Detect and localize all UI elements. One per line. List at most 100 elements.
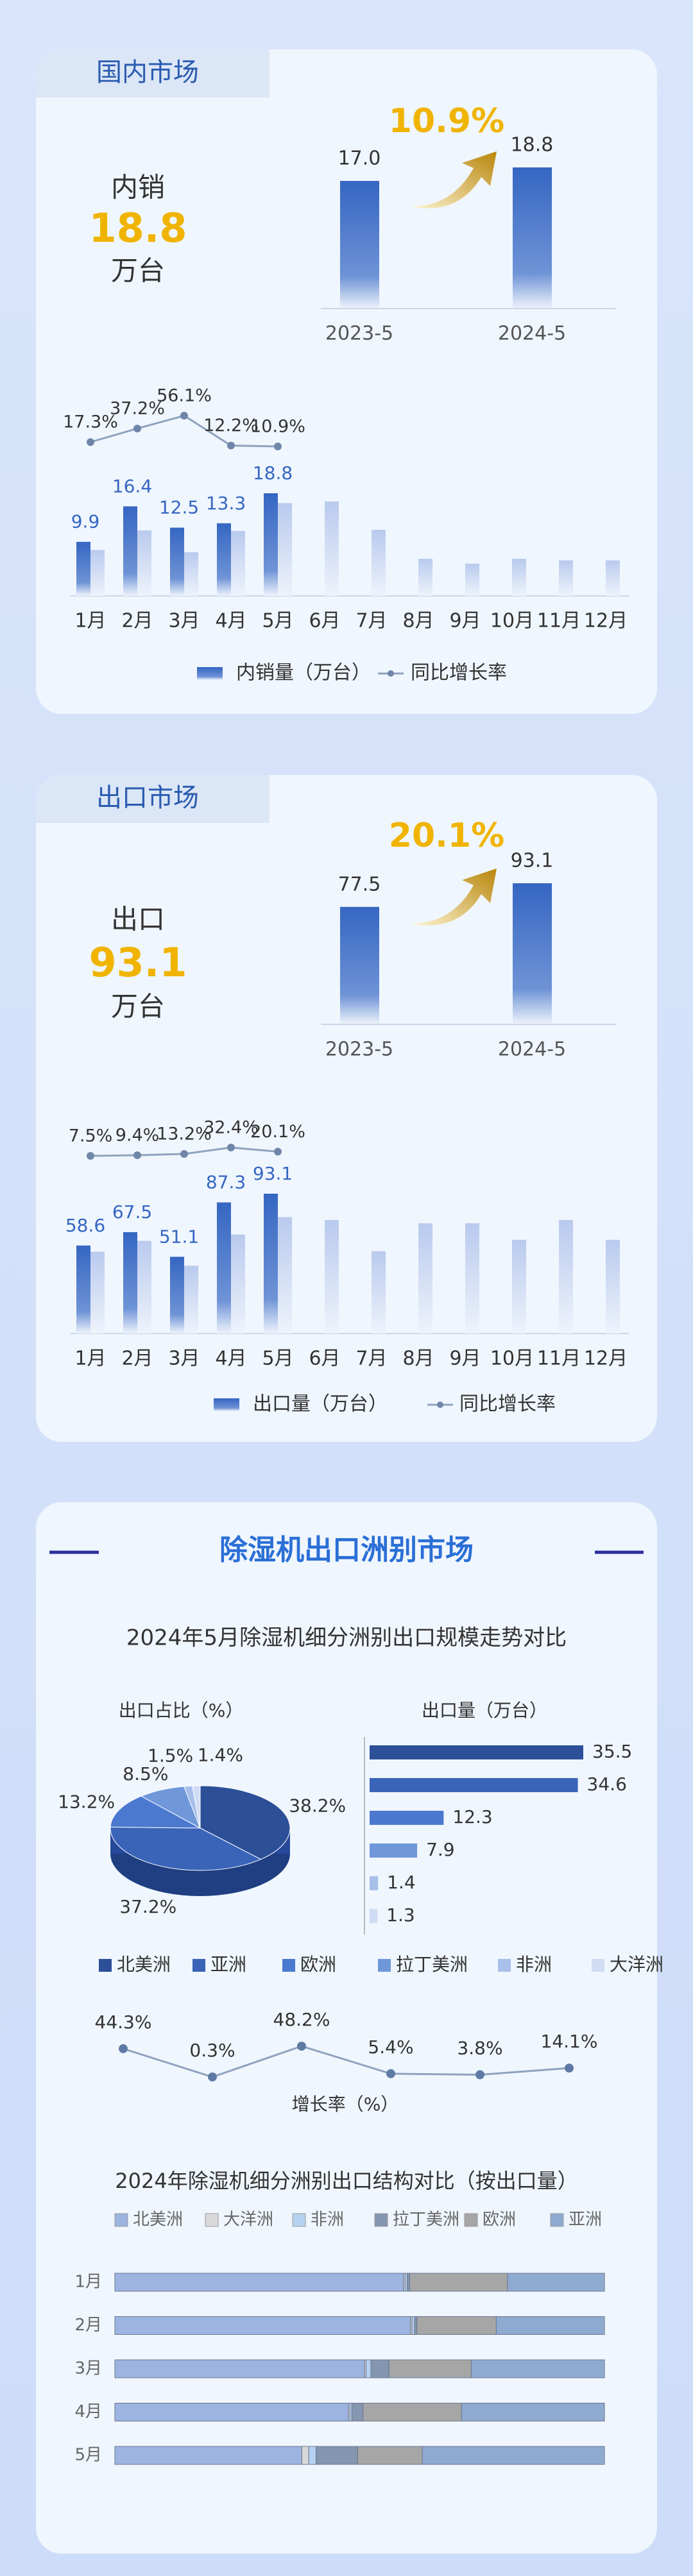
legend-label: 欧洲 xyxy=(483,2210,516,2230)
tab xyxy=(36,775,270,823)
bar-segment xyxy=(114,2403,349,2421)
legend-label: 内销量（万台） xyxy=(236,662,371,684)
x-tick-label: 6月 xyxy=(309,1348,340,1370)
bar xyxy=(123,1232,137,1334)
chart-title: 2024年除湿机细分洲别出口结构对比（按出口量） xyxy=(115,2169,578,2193)
bar xyxy=(184,552,198,596)
bar xyxy=(340,181,379,309)
legend-label: 拉丁美洲 xyxy=(396,1954,468,1975)
growth-point xyxy=(297,2042,306,2051)
legend-label: 非洲 xyxy=(516,1954,552,1975)
value-label: 1.3 xyxy=(386,1904,415,1926)
bar xyxy=(372,530,386,596)
bar xyxy=(340,906,379,1024)
growth-point xyxy=(133,425,141,433)
growth-point xyxy=(208,2072,217,2081)
kpi-value: 18.8 xyxy=(89,205,187,251)
growth-label: 3.8% xyxy=(457,2037,502,2058)
value-label: 7.9 xyxy=(426,1839,455,1860)
x-tick-label: 7月 xyxy=(355,610,387,632)
bar xyxy=(606,1239,620,1334)
bar-segment xyxy=(316,2446,358,2465)
legend-label: 大洋洲 xyxy=(610,1954,663,1975)
bar xyxy=(606,560,620,596)
bar xyxy=(370,1811,444,1825)
bar xyxy=(325,501,339,596)
growth-label: 48.2% xyxy=(273,2009,330,2030)
bar xyxy=(370,1745,583,1759)
growth-label: 17.3% xyxy=(63,412,118,432)
subtitle: 2024年5月除湿机细分洲别出口规模走势对比 xyxy=(126,1625,567,1651)
kpi-value: 93.1 xyxy=(89,939,187,986)
bar-segment xyxy=(414,2316,418,2335)
legend-swatch xyxy=(205,2213,219,2227)
bar xyxy=(512,1239,526,1334)
kpi-unit: 万台 xyxy=(111,255,165,287)
legend-swatch xyxy=(592,1959,604,1972)
bar-segment xyxy=(495,2316,605,2335)
growth-label: 10.9% xyxy=(250,417,305,437)
bar xyxy=(184,1266,198,1334)
growth-point xyxy=(227,1144,235,1151)
growth-point xyxy=(180,1150,188,1158)
kpi-label: 出口 xyxy=(111,904,165,935)
legend-swatch xyxy=(193,1959,205,1972)
bar-segment xyxy=(357,2446,423,2465)
growth-label: 32.4% xyxy=(203,1118,259,1138)
tab-label: 国内市场 xyxy=(96,58,199,87)
growth-point xyxy=(565,2063,574,2073)
x-tick-label: 6月 xyxy=(309,610,340,632)
x-tick-label: 8月 xyxy=(402,1348,434,1370)
bar-segment xyxy=(388,2359,472,2378)
legend-swatch xyxy=(114,2213,128,2227)
bar-segment xyxy=(365,2359,372,2378)
legend-label: 非洲 xyxy=(311,2210,344,2230)
x-tick-label: 9月 xyxy=(449,610,481,632)
bar xyxy=(137,530,151,596)
growth-label: 56.1% xyxy=(157,386,212,406)
card xyxy=(36,49,657,714)
bar-segment xyxy=(351,2403,364,2421)
growth-label: 9.4% xyxy=(116,1126,160,1146)
annotation: 20.1% xyxy=(389,817,504,855)
kpi-label: 内销 xyxy=(111,172,165,203)
x-tick-label: 5月 xyxy=(262,1348,293,1370)
value-label: 12.5 xyxy=(159,497,199,518)
bar xyxy=(370,1778,578,1792)
x-tick-label: 10月 xyxy=(490,1348,534,1370)
bar-segment xyxy=(114,2446,302,2465)
y-tick-label: 5月 xyxy=(74,2446,102,2465)
y-tick-label: 3月 xyxy=(74,2359,102,2378)
x-tick-label: 1月 xyxy=(74,1348,106,1370)
x-tick-label: 2024-5 xyxy=(498,323,566,345)
legend-label: 同比增长率 xyxy=(411,662,507,684)
value-label: 93.1 xyxy=(511,850,554,872)
tab xyxy=(36,49,270,97)
growth-label: 7.5% xyxy=(69,1126,113,1146)
bar-segment xyxy=(301,2446,309,2465)
value-label: 87.3 xyxy=(206,1172,246,1193)
growth-point xyxy=(133,1151,141,1160)
x-tick-label: 7月 xyxy=(355,1348,387,1370)
x-tick-label: 12月 xyxy=(584,1348,628,1370)
legend-swatch xyxy=(464,2213,478,2227)
x-tick-label: 12月 xyxy=(584,610,628,632)
growth-point xyxy=(87,1152,94,1160)
legend-swatch xyxy=(292,2213,306,2227)
x-tick-label: 11月 xyxy=(537,1348,581,1370)
bar xyxy=(372,1251,386,1334)
x-tick-label: 10月 xyxy=(490,610,534,632)
growth-label: 0.3% xyxy=(189,2040,235,2061)
pie-label: 1.5% xyxy=(148,1745,193,1766)
bar xyxy=(137,1241,151,1334)
growth-point xyxy=(119,2044,128,2053)
bar xyxy=(370,1909,378,1923)
growth-label: 14.1% xyxy=(541,2031,598,2052)
bar xyxy=(325,1219,339,1334)
legend-label: 亚洲 xyxy=(569,2210,602,2230)
growth-label: 20.1% xyxy=(250,1122,305,1142)
bar xyxy=(90,550,105,596)
x-tick-label: 5月 xyxy=(262,610,293,632)
value-label: 9.9 xyxy=(71,511,100,532)
